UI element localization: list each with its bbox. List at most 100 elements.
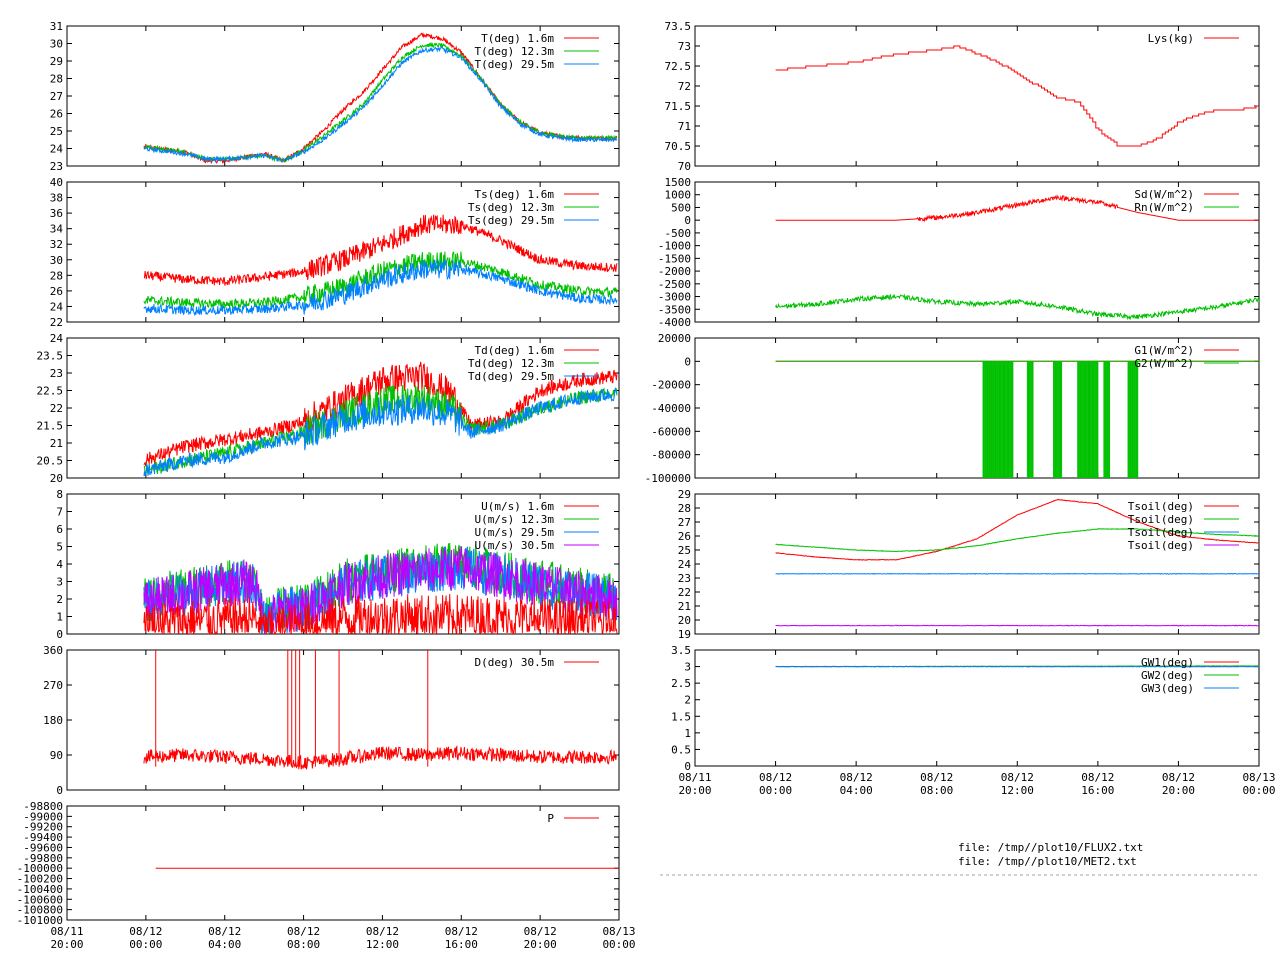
y-tick-label: 1.5 — [671, 710, 691, 723]
y-tick-label: 0 — [56, 784, 63, 797]
y-tick-label: 22 — [50, 316, 63, 329]
legend-label: GW3(deg) — [1141, 682, 1194, 695]
y-tick-label: 40 — [50, 176, 63, 189]
file-label-flux: file: /tmp//plot10/FLUX2.txt — [958, 841, 1143, 854]
plot-frame — [66, 649, 620, 791]
y-tick-label: 21 — [678, 600, 691, 613]
x-tick-label: 08/11 — [50, 925, 83, 938]
x-tick-label: 20:00 — [678, 784, 711, 797]
x-tick-label: 08:00 — [287, 938, 320, 951]
legend-label: Sd(W/m^2) — [1134, 188, 1194, 201]
y-tick-label: 21.5 — [37, 420, 64, 433]
y-tick-label: 2.5 — [671, 677, 691, 690]
legend-label: U(m/s) 12.3m — [475, 513, 555, 526]
y-tick-label: 23 — [678, 572, 691, 585]
x-tick-label: 12:00 — [1001, 784, 1034, 797]
plot-frame — [694, 649, 1260, 767]
series-line-0 — [775, 45, 1259, 147]
y-tick-label: -2500 — [658, 278, 691, 291]
y-tick-label: 0.5 — [671, 743, 691, 756]
legend-label: Td(deg) 1.6m — [475, 344, 555, 357]
y-tick-label: 70.5 — [665, 140, 692, 153]
x-tick-label: 08/13 — [602, 925, 635, 938]
x-tick-label: 08/12 — [129, 925, 162, 938]
y-tick-label: 20 — [50, 472, 63, 485]
series-line-0 — [143, 214, 618, 286]
y-tick-label: -100400 — [17, 883, 63, 896]
y-tick-label: 180 — [43, 714, 63, 727]
y-tick-label: -60000 — [651, 425, 691, 438]
y-tick-label: 1500 — [665, 176, 692, 189]
legend-label: Td(deg) 29.5m — [468, 370, 554, 383]
y-tick-label: 0 — [56, 628, 63, 641]
x-tick-label: 08/12 — [366, 925, 399, 938]
x-tick-label: 20:00 — [1162, 784, 1195, 797]
y-tick-label: 24 — [678, 558, 692, 571]
series-line-1 — [775, 528, 1259, 553]
y-tick-label: 26 — [678, 530, 691, 543]
y-tick-label: 25 — [50, 125, 63, 138]
y-tick-label: -80000 — [651, 449, 691, 462]
x-tick-label: 08/12 — [1162, 771, 1195, 784]
legend-label: GW2(deg) — [1141, 669, 1194, 682]
x-tick-label: 00:00 — [1242, 784, 1275, 797]
legend-label: D(deg) 30.5m — [475, 656, 555, 669]
y-tick-label: -99400 — [23, 831, 63, 844]
y-tick-label: 1 — [56, 611, 63, 624]
y-tick-label: 36 — [50, 207, 63, 220]
series-line-0 — [143, 593, 618, 634]
y-tick-label: 4 — [56, 558, 63, 571]
y-tick-label: -100200 — [17, 873, 63, 886]
legend-label: Ts(deg) 29.5m — [468, 214, 554, 227]
y-tick-label: -1000 — [658, 240, 691, 253]
y-tick-label: -99000 — [23, 810, 63, 823]
y-tick-label: 270 — [43, 679, 63, 692]
y-tick-label: 5 — [56, 541, 63, 554]
air-temp-panel: 23 24 25 26 27 28 29 30 31 T(deg) 1.6mT(deg) 12.3… — [50, 20, 620, 173]
y-tick-label: -40000 — [651, 402, 691, 415]
y-tick-label: 71 — [678, 120, 691, 133]
y-tick-label: 20 — [678, 614, 691, 627]
soil-temp-panel: 1920212223242526272829Tsoil(deg)Tsoil(de… — [678, 488, 1260, 641]
legend-label: G2(W/m^2) — [1134, 357, 1194, 370]
legend-label: Ts(deg) 1.6m — [475, 188, 555, 201]
legend-label: T(deg) 29.5m — [475, 58, 555, 71]
x-tick-label: 00:00 — [759, 784, 792, 797]
y-tick-label: -99200 — [23, 821, 63, 834]
series-line-3 — [775, 624, 1259, 627]
y-tick-label: -500 — [665, 227, 692, 240]
plot-frame — [66, 181, 620, 323]
y-tick-label: 24 — [50, 143, 64, 156]
x-tick-label: 08/12 — [445, 925, 478, 938]
y-tick-label: 0 — [684, 760, 691, 773]
lysimeter-panel: 70 70.5 71 71.5 72 72.5 73 73.5 Lys(kg) — [665, 20, 1260, 173]
y-tick-label: 20000 — [658, 332, 691, 345]
y-tick-label: 23.5 — [37, 350, 64, 363]
y-tick-label: 20.5 — [37, 455, 64, 468]
file-label-met: file: /tmp//plot10/MET2.txt — [958, 855, 1137, 868]
y-tick-label: 2 — [684, 694, 691, 707]
plot-frame — [694, 25, 1260, 167]
y-tick-label: 70 — [678, 160, 691, 173]
x-tick-label: 08:00 — [920, 784, 953, 797]
legend-label: Tsoil(deg) — [1128, 513, 1194, 526]
legend-label: U(m/s) 29.5m — [475, 526, 555, 539]
y-tick-label: 29 — [50, 55, 63, 68]
y-tick-label: 360 — [43, 644, 63, 657]
series-line-3 — [143, 546, 618, 634]
y-tick-label: -2000 — [658, 265, 691, 278]
x-tick-label: 20:00 — [50, 938, 83, 951]
y-tick-label: -3500 — [658, 303, 691, 316]
x-tick-label: 04:00 — [208, 938, 241, 951]
y-tick-label: -98800 — [23, 800, 63, 813]
y-tick-label: 3 — [684, 661, 691, 674]
y-tick-label: 72 — [678, 80, 691, 93]
y-tick-label: -3000 — [658, 291, 691, 304]
x-tick-label: 00:00 — [602, 938, 635, 951]
series-line-2 — [143, 45, 618, 163]
y-tick-label: 30 — [50, 254, 63, 267]
y-tick-label: 0 — [684, 355, 691, 368]
radiation-panel: -4000-3500-3000-2500-2000-1500-1000-5000… — [658, 176, 1260, 329]
series-line-0 — [775, 498, 1259, 561]
